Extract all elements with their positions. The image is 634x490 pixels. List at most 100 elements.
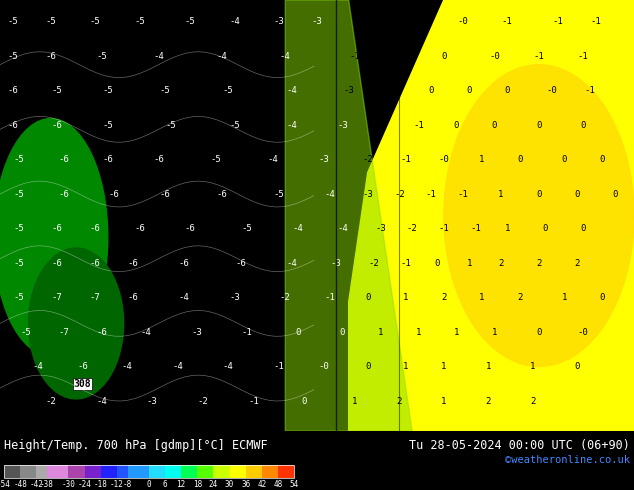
Text: -38: -38 xyxy=(40,480,54,489)
Text: -6: -6 xyxy=(128,259,138,268)
Text: 1: 1 xyxy=(353,396,358,406)
Text: -0: -0 xyxy=(489,51,500,61)
Text: 6: 6 xyxy=(163,480,167,489)
Text: -6: -6 xyxy=(185,224,195,233)
Text: 1: 1 xyxy=(479,155,484,164)
Text: 42: 42 xyxy=(257,480,266,489)
Bar xyxy=(181,465,197,478)
Text: 308: 308 xyxy=(74,379,91,389)
Bar xyxy=(101,465,117,478)
Bar xyxy=(68,465,84,478)
Text: -6: -6 xyxy=(52,224,62,233)
Text: -5: -5 xyxy=(242,224,252,233)
Text: -6: -6 xyxy=(8,86,18,95)
Text: -7: -7 xyxy=(52,293,62,302)
Text: -0: -0 xyxy=(439,155,449,164)
Bar xyxy=(197,465,214,478)
Text: -1: -1 xyxy=(426,190,436,198)
Text: 12: 12 xyxy=(177,480,186,489)
Text: 2: 2 xyxy=(397,396,402,406)
Text: 48: 48 xyxy=(273,480,283,489)
Text: -6: -6 xyxy=(128,293,138,302)
Text: -3: -3 xyxy=(274,17,284,26)
Text: Tu 28-05-2024 00:00 UTC (06+90): Tu 28-05-2024 00:00 UTC (06+90) xyxy=(409,439,630,452)
Text: 1: 1 xyxy=(416,327,421,337)
Text: 2: 2 xyxy=(530,396,535,406)
Text: -1: -1 xyxy=(274,362,284,371)
Text: -4: -4 xyxy=(223,362,233,371)
Text: -5: -5 xyxy=(52,86,62,95)
Ellipse shape xyxy=(0,119,108,356)
Text: -3: -3 xyxy=(344,86,354,95)
Text: -0: -0 xyxy=(578,327,588,337)
Text: -6: -6 xyxy=(90,259,100,268)
Bar xyxy=(149,465,165,478)
Text: -5: -5 xyxy=(230,121,240,129)
Text: -5: -5 xyxy=(8,51,18,61)
Bar xyxy=(4,465,294,478)
Text: -5: -5 xyxy=(14,259,24,268)
Text: -6: -6 xyxy=(109,190,119,198)
Text: -6: -6 xyxy=(103,155,113,164)
Text: -5: -5 xyxy=(103,121,113,129)
Text: -1: -1 xyxy=(401,155,411,164)
Text: 2: 2 xyxy=(536,259,541,268)
Text: -4: -4 xyxy=(153,51,164,61)
Text: ©weatheronline.co.uk: ©weatheronline.co.uk xyxy=(505,455,630,465)
Text: 24: 24 xyxy=(209,480,218,489)
Text: -4: -4 xyxy=(337,224,347,233)
Ellipse shape xyxy=(444,65,634,367)
Text: 0: 0 xyxy=(435,259,440,268)
Text: -4: -4 xyxy=(280,51,290,61)
Text: -4: -4 xyxy=(230,17,240,26)
Text: 0: 0 xyxy=(574,190,579,198)
Text: -4: -4 xyxy=(287,259,297,268)
Text: -5: -5 xyxy=(14,293,24,302)
Text: -3: -3 xyxy=(191,327,202,337)
Text: -7: -7 xyxy=(58,327,68,337)
Text: -1: -1 xyxy=(413,121,424,129)
Text: 1: 1 xyxy=(441,396,446,406)
Text: -0: -0 xyxy=(394,51,404,61)
Text: -2: -2 xyxy=(356,17,366,26)
Text: -5: -5 xyxy=(14,155,24,164)
Text: 1: 1 xyxy=(486,362,491,371)
Text: 18: 18 xyxy=(193,480,202,489)
Text: -8: -8 xyxy=(123,480,132,489)
Bar xyxy=(230,465,245,478)
Text: -6: -6 xyxy=(236,259,246,268)
Text: -6: -6 xyxy=(160,190,170,198)
Text: -12: -12 xyxy=(110,480,124,489)
Text: -2: -2 xyxy=(369,259,379,268)
Text: -5: -5 xyxy=(210,155,221,164)
Text: -2: -2 xyxy=(280,293,290,302)
Text: -0: -0 xyxy=(318,362,328,371)
Text: -5: -5 xyxy=(14,190,24,198)
Text: -1: -1 xyxy=(585,86,595,95)
Text: -24: -24 xyxy=(77,480,91,489)
Text: -1: -1 xyxy=(325,293,335,302)
Text: 36: 36 xyxy=(241,480,250,489)
Text: 0: 0 xyxy=(146,480,152,489)
Text: -4: -4 xyxy=(287,121,297,129)
Text: -1: -1 xyxy=(578,51,588,61)
Text: 1: 1 xyxy=(479,293,484,302)
Text: -6: -6 xyxy=(8,121,18,129)
Text: 0: 0 xyxy=(581,121,586,129)
Text: -3: -3 xyxy=(363,190,373,198)
Text: -6: -6 xyxy=(77,362,87,371)
Text: -5: -5 xyxy=(20,327,30,337)
Text: -5: -5 xyxy=(96,51,107,61)
Text: -6: -6 xyxy=(58,190,68,198)
Text: -6: -6 xyxy=(153,155,164,164)
Text: 1: 1 xyxy=(467,259,472,268)
Text: 0: 0 xyxy=(612,190,618,198)
Text: -5: -5 xyxy=(8,17,18,26)
Text: -0: -0 xyxy=(420,17,430,26)
Text: 1: 1 xyxy=(530,362,535,371)
Text: 0: 0 xyxy=(600,155,605,164)
Text: 30: 30 xyxy=(225,480,234,489)
Text: -4: -4 xyxy=(287,86,297,95)
Text: 1: 1 xyxy=(403,293,408,302)
Text: 0: 0 xyxy=(536,327,541,337)
